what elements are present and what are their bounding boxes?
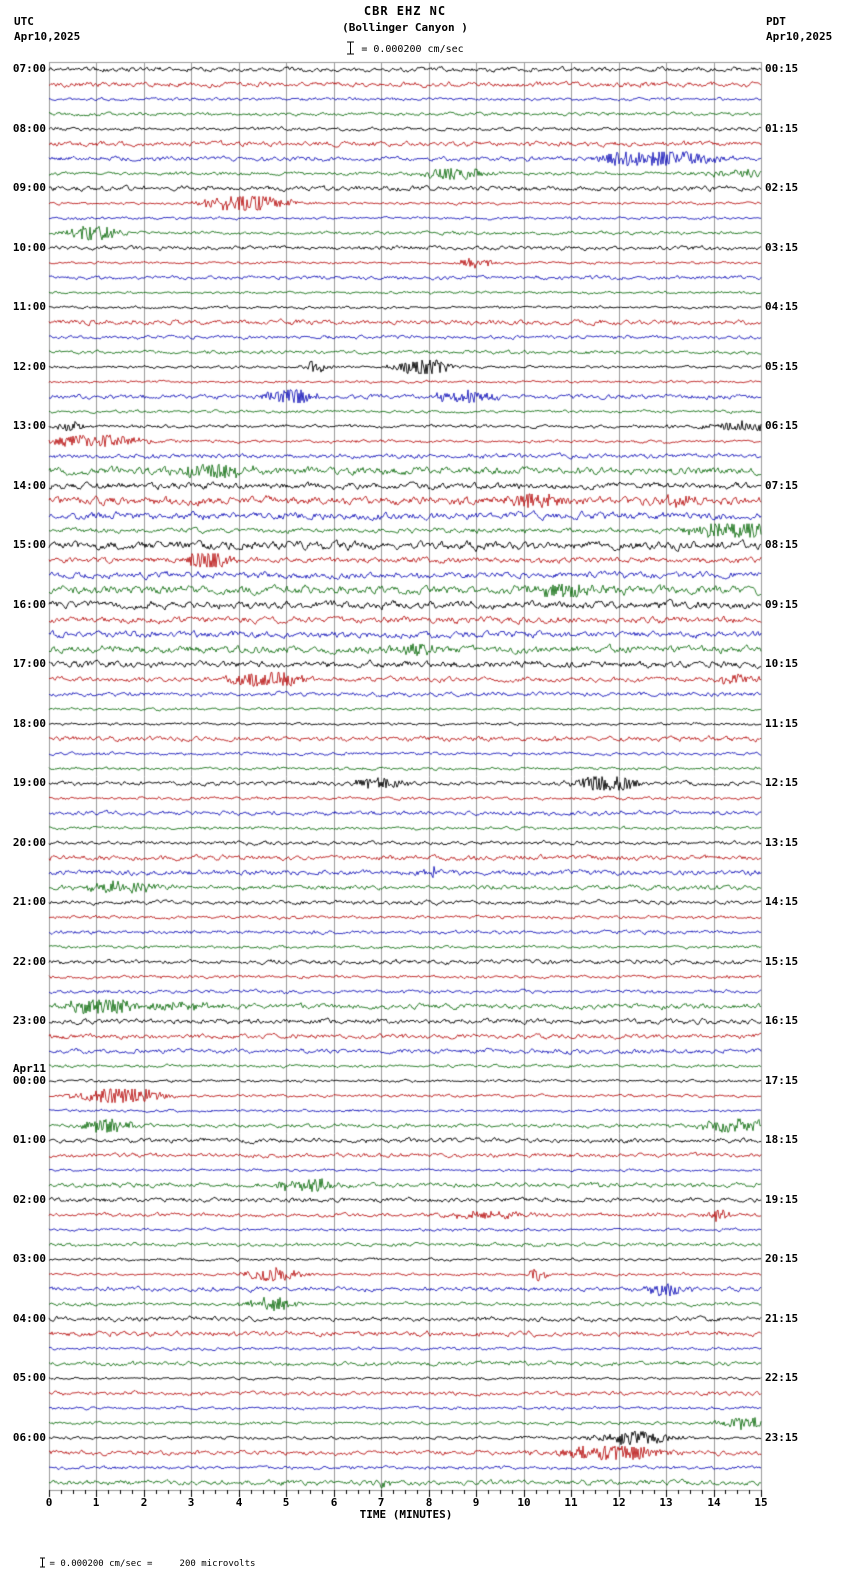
station-subtitle: (Bollinger Canyon ) <box>342 21 468 34</box>
pdt-hour-label: 21:15 <box>765 1312 799 1325</box>
x-tick-label: 15 <box>754 1496 768 1509</box>
header: CBR EHZ NC (Bollinger Canyon ) = 0.00020… <box>0 4 810 58</box>
scale-row: = 0.000200 cm/sec <box>0 41 810 58</box>
x-tick-label: 8 <box>425 1496 433 1509</box>
pdt-hour-label: 13:15 <box>765 836 799 849</box>
scale-label: = 0.000200 cm/sec <box>361 44 464 55</box>
pdt-hour-label: 19:15 <box>765 1193 799 1206</box>
x-tick-label: 0 <box>45 1496 53 1509</box>
utc-hour-label: 18:00 <box>12 717 46 730</box>
utc-hour-label: 14:00 <box>12 479 46 492</box>
x-axis-title: TIME (MINUTES) <box>359 1508 453 1521</box>
utc-hour-label: 19:00 <box>12 776 46 789</box>
utc-hour-label: 21:00 <box>12 895 46 908</box>
utc-hour-label: 10:00 <box>12 241 46 254</box>
pdt-hour-label: 17:15 <box>765 1074 799 1087</box>
utc-hour-label: 11:00 <box>12 300 46 313</box>
x-tick-label: 3 <box>187 1496 195 1509</box>
utc-hour-label: 17:00 <box>12 657 46 670</box>
utc-hour-label: 08:00 <box>12 122 46 135</box>
utc-hour-label: 09:00 <box>12 181 46 194</box>
footer-scale-text: = 0.000200 cm/sec = 200 microvolts <box>49 1559 256 1569</box>
pdt-hour-label: 01:15 <box>765 122 799 135</box>
utc-hour-label: 12:00 <box>12 360 46 373</box>
pdt-hour-label: 07:15 <box>765 479 799 492</box>
station-title: CBR EHZ NC <box>363 4 447 18</box>
utc-hour-label: 05:00 <box>12 1371 46 1384</box>
pdt-hour-label: 16:15 <box>765 1014 799 1027</box>
pdt-header: PDT Apr10,2025 <box>766 14 832 44</box>
utc-hour-label: 16:00 <box>12 598 46 611</box>
pdt-tz-label: PDT <box>766 15 786 28</box>
utc-hour-label: 06:00 <box>12 1431 46 1444</box>
pdt-hour-label: 15:15 <box>765 955 799 968</box>
utc-hour-label: 22:00 <box>12 955 46 968</box>
x-tick-label: 7 <box>377 1496 385 1509</box>
pdt-hour-label: 06:15 <box>765 419 799 432</box>
utc-date-break-label: Apr11 <box>12 1062 46 1075</box>
x-tick-label: 1 <box>92 1496 100 1509</box>
x-tick-label: 10 <box>517 1496 531 1509</box>
footer-scale-note: = 0.000200 cm/sec = 200 microvolts <box>6 1547 255 1581</box>
pdt-hour-label: 14:15 <box>765 895 799 908</box>
pdt-hour-label: 11:15 <box>765 717 799 730</box>
x-tick-label: 9 <box>472 1496 480 1509</box>
utc-hour-label: 01:00 <box>12 1133 46 1146</box>
utc-header: UTC Apr10,2025 <box>14 14 80 44</box>
utc-hour-label: 00:00 <box>12 1074 46 1087</box>
pdt-hour-label: 05:15 <box>765 360 799 373</box>
pdt-hour-label: 04:15 <box>765 300 799 313</box>
x-tick-label: 14 <box>707 1496 721 1509</box>
x-tick-label: 11 <box>564 1496 578 1509</box>
pdt-hour-label: 03:15 <box>765 241 799 254</box>
x-tick-label: 5 <box>282 1496 290 1509</box>
x-tick-label: 2 <box>140 1496 148 1509</box>
pdt-hour-label: 12:15 <box>765 776 799 789</box>
pdt-hour-label: 02:15 <box>765 181 799 194</box>
utc-hour-label: 23:00 <box>12 1014 46 1027</box>
pdt-hour-label: 08:15 <box>765 538 799 551</box>
scale-bar-icon <box>346 41 355 58</box>
x-tick-label: 6 <box>330 1496 338 1509</box>
footer-scale-bar-icon <box>6 1547 46 1581</box>
utc-date: Apr10,2025 <box>14 30 81 43</box>
pdt-hour-label: 22:15 <box>765 1371 799 1384</box>
pdt-hour-label: 20:15 <box>765 1252 799 1265</box>
utc-hour-label: 02:00 <box>12 1193 46 1206</box>
x-tick-label: 12 <box>612 1496 626 1509</box>
x-tick-label: 13 <box>659 1496 673 1509</box>
pdt-hour-label: 18:15 <box>765 1133 799 1146</box>
utc-hour-label: 07:00 <box>12 62 46 75</box>
utc-hour-label: 20:00 <box>12 836 46 849</box>
x-tick-label: 4 <box>235 1496 243 1509</box>
utc-tz-label: UTC <box>14 15 34 28</box>
utc-hour-label: 03:00 <box>12 1252 46 1265</box>
pdt-hour-label: 00:15 <box>765 62 799 75</box>
pdt-date: Apr10,2025 <box>766 30 833 43</box>
pdt-hour-label: 10:15 <box>765 657 799 670</box>
pdt-hour-label: 23:15 <box>765 1431 799 1444</box>
pdt-hour-label: 09:15 <box>765 598 799 611</box>
utc-hour-label: 13:00 <box>12 419 46 432</box>
utc-hour-label: 15:00 <box>12 538 46 551</box>
utc-hour-label: 04:00 <box>12 1312 46 1325</box>
